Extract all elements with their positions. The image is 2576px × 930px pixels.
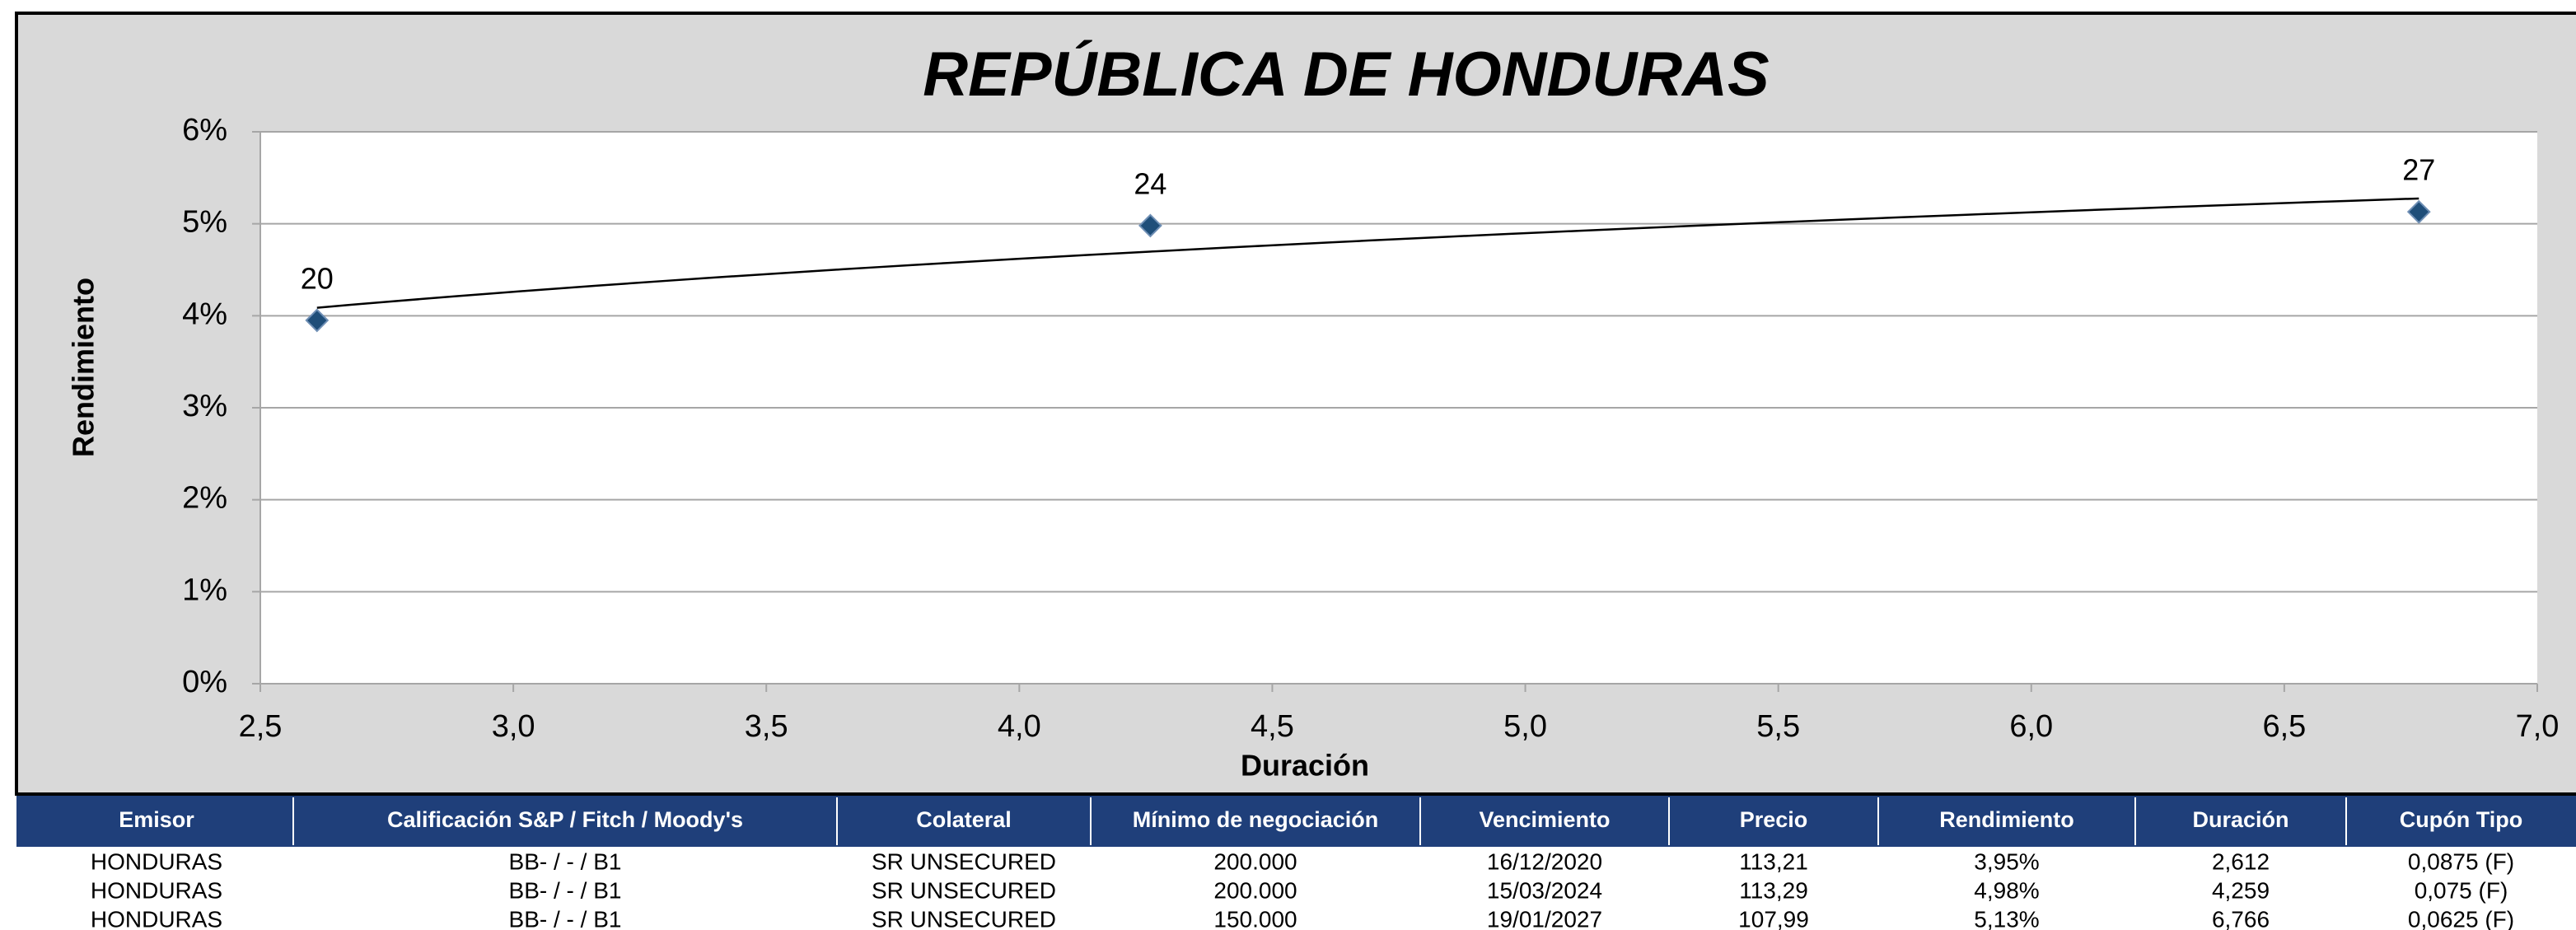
table-cell: 113,21: [1739, 848, 1808, 874]
table-header-cell: Duración: [2192, 807, 2288, 832]
table-header-cell: Colateral: [916, 807, 1012, 832]
table-cell: 4,98%: [1974, 877, 2039, 903]
table-cell: BB- / - / B1: [509, 906, 622, 930]
table-header-bg: [16, 796, 2576, 847]
table-cell: 5,13%: [1974, 906, 2039, 930]
y-tick-label: 5%: [182, 205, 227, 240]
point: [1138, 213, 1162, 238]
table-cell: HONDURAS: [91, 877, 222, 903]
table-cell: 16/12/2020: [1487, 848, 1602, 874]
y-tick-label: 1%: [182, 572, 227, 607]
y-axis-title: Rendimiento: [67, 278, 101, 457]
table-cell: 6,766: [2212, 906, 2270, 930]
x-axis-title: Duración: [1241, 749, 1369, 783]
table-cell: SR UNSECURED: [872, 848, 1056, 874]
table-cell: 107,99: [1738, 906, 1809, 930]
x-tick-label: 5,5: [1756, 709, 1800, 744]
table-cell: 200.000: [1213, 877, 1297, 903]
table-header-cell: Mínimo de negociación: [1133, 807, 1379, 832]
x-tick-label: 7,0: [2516, 709, 2560, 744]
y-tick-label: 3%: [182, 389, 227, 423]
chart-title: REPÚBLICA DE HONDURAS: [923, 40, 1769, 110]
table-header-cell: Cupón Tipo: [2400, 807, 2522, 832]
x-tick-label: 6,0: [2009, 709, 2053, 744]
table-cell: HONDURAS: [91, 848, 222, 874]
table-cell: 0,075 (F): [2415, 877, 2508, 903]
point: [305, 308, 330, 333]
table-cell: 0,0625 (F): [2408, 906, 2514, 930]
table-cell: BB- / - / B1: [509, 877, 622, 903]
table-cell: 19/01/2027: [1487, 906, 1602, 930]
x-tick-label: 4,5: [1251, 709, 1294, 744]
table-header-cell: Calificación S&P / Fitch / Moody's: [387, 807, 743, 832]
table-header-cell: Emisor: [119, 807, 194, 832]
x-tick-label: 5,0: [1503, 709, 1547, 744]
table-cell: 150.000: [1213, 906, 1297, 930]
data-label: 20: [301, 261, 334, 295]
x-tick-label: 2,5: [239, 709, 283, 744]
y-tick-label: 4%: [182, 297, 227, 331]
trendline: [316, 197, 2419, 309]
table-cell: SR UNSECURED: [872, 877, 1056, 903]
table-cell: 200.000: [1213, 848, 1297, 874]
table-cell: 3,95%: [1974, 848, 2039, 874]
table-cell: SR UNSECURED: [872, 906, 1056, 930]
table-cell: BB- / - / B1: [509, 848, 622, 874]
table-cell: 113,29: [1739, 877, 1808, 903]
x-tick-label: 3,5: [745, 709, 788, 744]
x-tick-label: 3,0: [492, 709, 535, 744]
x-tick-label: 4,0: [998, 709, 1041, 744]
table-cell: 4,259: [2212, 877, 2270, 903]
point: [2406, 199, 2431, 224]
table-cell: 15/03/2024: [1487, 877, 1602, 903]
table-header-cell: Precio: [1740, 807, 1808, 832]
table-header-cell: Rendimiento: [1939, 807, 2074, 832]
y-tick-label: 0%: [182, 665, 227, 699]
table-cell: 0,0875 (F): [2408, 848, 2514, 874]
data-label: 24: [1134, 166, 1166, 200]
y-tick-label: 2%: [182, 481, 227, 516]
table-cell: 2,612: [2212, 848, 2270, 874]
y-tick-label: 6%: [182, 113, 227, 147]
x-tick-label: 6,5: [2262, 709, 2306, 744]
table-cell: HONDURAS: [91, 906, 222, 930]
data-label: 27: [2402, 153, 2435, 187]
table-header-cell: Vencimiento: [1479, 807, 1610, 832]
